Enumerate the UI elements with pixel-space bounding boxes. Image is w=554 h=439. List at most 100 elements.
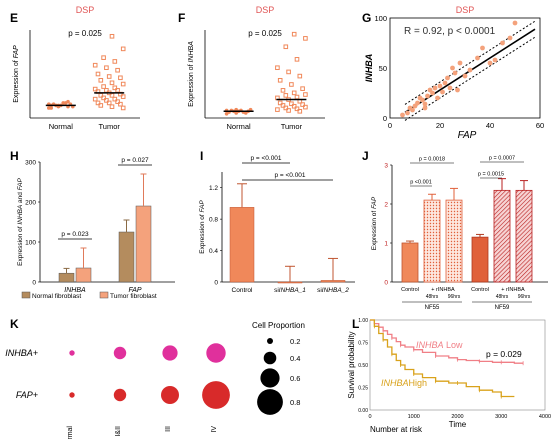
data-point bbox=[492, 57, 498, 63]
data-point bbox=[120, 94, 126, 99]
p-value-annotation: p = <0.001 bbox=[274, 172, 305, 179]
p-value-annotation: p = 0.025 bbox=[248, 29, 282, 38]
y-tick-label: 0.4 bbox=[209, 248, 218, 255]
data-point bbox=[425, 93, 430, 99]
bar bbox=[515, 189, 533, 283]
row-label: FAP+ bbox=[16, 390, 38, 400]
data-point bbox=[294, 106, 300, 112]
data-point bbox=[440, 89, 445, 95]
panel-label-e: E bbox=[10, 11, 18, 25]
data-point bbox=[507, 35, 513, 41]
data-point bbox=[118, 101, 123, 107]
data-point bbox=[118, 75, 123, 81]
y-axis-label: Expression of FAP bbox=[199, 200, 206, 254]
data-point bbox=[275, 65, 280, 71]
group-label: NF59 bbox=[495, 305, 510, 311]
data-point bbox=[415, 100, 420, 106]
x-tick-label: Control bbox=[471, 287, 489, 293]
data-point bbox=[106, 74, 112, 79]
data-point bbox=[109, 104, 115, 109]
text-span: INHBA bbox=[188, 41, 195, 63]
text-span: Expression of bbox=[13, 58, 20, 102]
y-tick-label: 50 bbox=[379, 64, 387, 73]
data-point bbox=[112, 96, 118, 102]
data-point bbox=[297, 73, 303, 79]
legend-label: 0.4 bbox=[290, 354, 300, 363]
x-tick-label: + rINHBA bbox=[501, 287, 525, 293]
data-point bbox=[234, 107, 238, 112]
text-span: and bbox=[17, 190, 24, 204]
y-tick-label: 0.50 bbox=[358, 363, 368, 369]
data-point bbox=[120, 46, 126, 52]
panel-label-g: G bbox=[362, 11, 371, 25]
data-point bbox=[297, 108, 303, 114]
data-point bbox=[300, 102, 305, 107]
y-axis-label: Expression of FAP bbox=[13, 45, 20, 103]
data-point bbox=[291, 31, 297, 37]
data-point bbox=[294, 57, 300, 62]
y-tick-label: 1 bbox=[384, 241, 388, 248]
y-tick-label: 0.8 bbox=[209, 217, 218, 224]
x-tick-label: 48hrs bbox=[426, 294, 439, 300]
legend-dot bbox=[263, 351, 277, 365]
survival-curve bbox=[370, 319, 515, 398]
legend-title: Cell Proportion bbox=[252, 321, 305, 330]
legend-label: 0.2 bbox=[290, 337, 300, 346]
data-point bbox=[442, 80, 448, 86]
row-label: INHBA+ bbox=[5, 348, 38, 358]
data-point bbox=[92, 96, 98, 102]
text-span: Low bbox=[444, 340, 464, 350]
data-point bbox=[462, 73, 468, 79]
text-span: INHBA_2 bbox=[322, 287, 349, 294]
text-span: si bbox=[317, 287, 322, 294]
bar bbox=[75, 267, 92, 283]
data-point bbox=[303, 92, 308, 97]
data-point bbox=[455, 87, 460, 93]
y-tick-label: 0 bbox=[383, 114, 387, 123]
column-label: rmal bbox=[67, 426, 74, 439]
data-point bbox=[420, 97, 425, 103]
data-point bbox=[95, 71, 101, 77]
x-tick-label: siINHBA_1 bbox=[274, 287, 306, 294]
text-span: Survival probability bbox=[347, 331, 356, 398]
data-point bbox=[248, 107, 253, 112]
bar bbox=[320, 280, 346, 283]
data-point bbox=[286, 69, 291, 75]
dot-mark bbox=[161, 386, 179, 404]
dot-mark bbox=[162, 345, 178, 361]
x-tick-label: FAP bbox=[128, 287, 141, 294]
data-point bbox=[432, 85, 438, 91]
data-point bbox=[277, 100, 283, 106]
y-tick-label: 2 bbox=[384, 202, 388, 209]
data-point bbox=[283, 105, 289, 111]
data-point bbox=[92, 62, 98, 68]
text-span: FAP bbox=[17, 177, 24, 190]
data-point bbox=[106, 100, 112, 106]
legend-swatch bbox=[99, 291, 109, 299]
x-tick-label: Control bbox=[232, 287, 254, 294]
p-value-annotation: p = <0.001 bbox=[250, 155, 281, 162]
data-point bbox=[66, 99, 70, 104]
x-tick-label: siINHBA_2 bbox=[317, 287, 349, 294]
y-tick-label: 0.75 bbox=[358, 341, 368, 347]
column-label: III bbox=[165, 426, 172, 432]
p-value-annotation: p = 0.029 bbox=[486, 349, 522, 359]
panel-label-l: L bbox=[352, 317, 359, 331]
data-point bbox=[475, 55, 480, 61]
bar bbox=[423, 199, 441, 283]
bar bbox=[118, 231, 135, 283]
p-value-annotation: p = 0.0015 bbox=[478, 172, 504, 178]
x-tick-label: 0 bbox=[368, 414, 371, 420]
y-tick-label: 1.00 bbox=[358, 318, 368, 324]
data-point bbox=[445, 75, 450, 81]
data-point bbox=[512, 20, 518, 26]
data-point bbox=[283, 93, 289, 98]
x-tick-label: 40 bbox=[486, 121, 494, 130]
panel-label-f: F bbox=[178, 11, 185, 25]
data-point bbox=[98, 77, 104, 83]
legend-swatch bbox=[21, 291, 31, 299]
column-label: IV bbox=[211, 426, 218, 433]
data-point bbox=[450, 65, 455, 71]
data-point bbox=[109, 80, 115, 86]
